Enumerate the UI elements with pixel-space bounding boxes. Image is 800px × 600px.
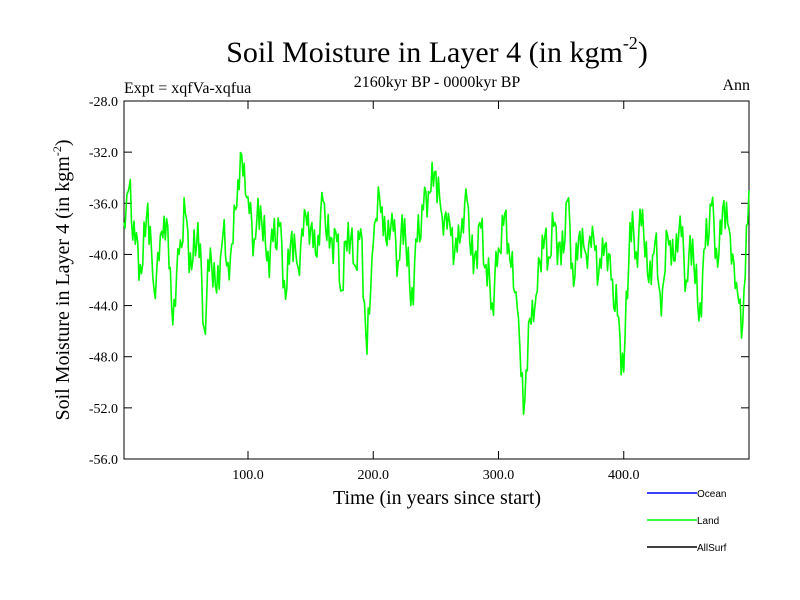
series-line-land — [123, 151, 750, 416]
x-tick-label: 200.0 — [357, 468, 389, 483]
chart-title: Soil Moisture in Layer 4 (in kgm-2) — [226, 33, 648, 69]
x-tick-label: 400.0 — [608, 468, 640, 483]
x-tick-label: 100.0 — [232, 468, 264, 483]
y-tick-label: -56.0 — [89, 453, 118, 468]
y-tick-label: -40.0 — [89, 248, 118, 263]
y-tick-label: -48.0 — [89, 351, 118, 366]
y-axis: -28.0 -32.0 -36.0 -40.0 -44.0 -48.0 -52.0 -56.0 — [89, 95, 749, 468]
legend: Ocean Land AllSurf — [647, 489, 727, 554]
y-tick-label: -32.0 — [89, 146, 118, 161]
y-tick-label: -28.0 — [89, 95, 118, 110]
x-tick-label: 300.0 — [483, 468, 515, 483]
y-tick-label: -44.0 — [89, 300, 118, 315]
experiment-label: Expt = xqfVa-xqfua — [124, 80, 251, 97]
x-axis: 100.0 200.0 300.0 400.0 — [232, 101, 639, 483]
series-layer — [123, 151, 750, 416]
legend-label-land: Land — [697, 516, 719, 527]
x-axis-label: Time (in years since start) — [333, 487, 541, 509]
y-axis-label: Soil Moisture in Layer 4 (in kgm-2) — [50, 139, 74, 420]
y-tick-label: -52.0 — [89, 402, 118, 417]
legend-label-allsurf: AllSurf — [697, 543, 727, 554]
chart-subtitle: 2160kyr BP - 0000kyr BP — [354, 74, 521, 91]
y-tick-label: -36.0 — [89, 197, 118, 212]
legend-label-ocean: Ocean — [697, 489, 726, 500]
season-label: Ann — [722, 77, 750, 94]
plot-frame — [123, 100, 750, 460]
